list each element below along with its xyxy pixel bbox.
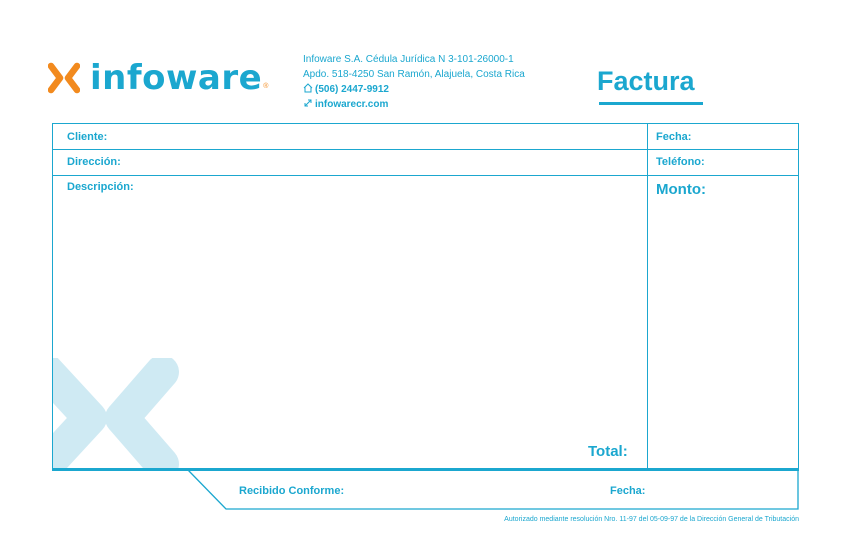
logo-wordmark: infoware (90, 58, 263, 98)
company-phone: (506) 2447-9912 (315, 84, 389, 95)
descripcion-label: Descripción: (67, 181, 134, 193)
infoware-x-logo-icon (48, 62, 80, 94)
frame-row-divider-1 (52, 149, 799, 151)
title-underline (599, 102, 703, 105)
receipt-outline (187, 469, 799, 510)
company-logo: infoware ® (48, 58, 268, 98)
company-info: Infoware S.A. Cédula Jurídica N 3-101-26… (303, 52, 525, 112)
total-label: Total: (588, 443, 628, 460)
authorization-footnote: Autorizado mediante resolución Nro. 11-9… (504, 516, 799, 523)
watermark-x-icon (52, 358, 179, 470)
direccion-label: Dirección: (67, 156, 121, 168)
watermark-logo (52, 358, 182, 470)
monto-label: Monto: (656, 181, 706, 198)
frame-column-divider (647, 123, 649, 470)
company-address-line: Apdo. 518-4250 San Ramón, Alajuela, Cost… (303, 69, 525, 80)
registered-mark: ® (263, 83, 269, 90)
company-web-row: infowarecr.com (303, 97, 525, 112)
telefono-label: Teléfono: (656, 156, 705, 168)
company-website[interactable]: infowarecr.com (315, 99, 389, 110)
frame-row-divider-2 (52, 175, 799, 177)
frame-bottom-rule (52, 468, 799, 471)
company-legal-line: Infoware S.A. Cédula Jurídica N 3-101-26… (303, 54, 514, 65)
cliente-label: Cliente: (67, 131, 108, 143)
receipt-fecha-label: Fecha: (610, 485, 646, 497)
fecha-label: Fecha: (656, 131, 692, 143)
phone-icon (303, 83, 313, 93)
recibido-conforme-label: Recibido Conforme: (239, 485, 345, 497)
document-title: Factura (597, 66, 695, 96)
web-icon (304, 99, 312, 107)
company-phone-row: (506) 2447-9912 (303, 82, 525, 97)
